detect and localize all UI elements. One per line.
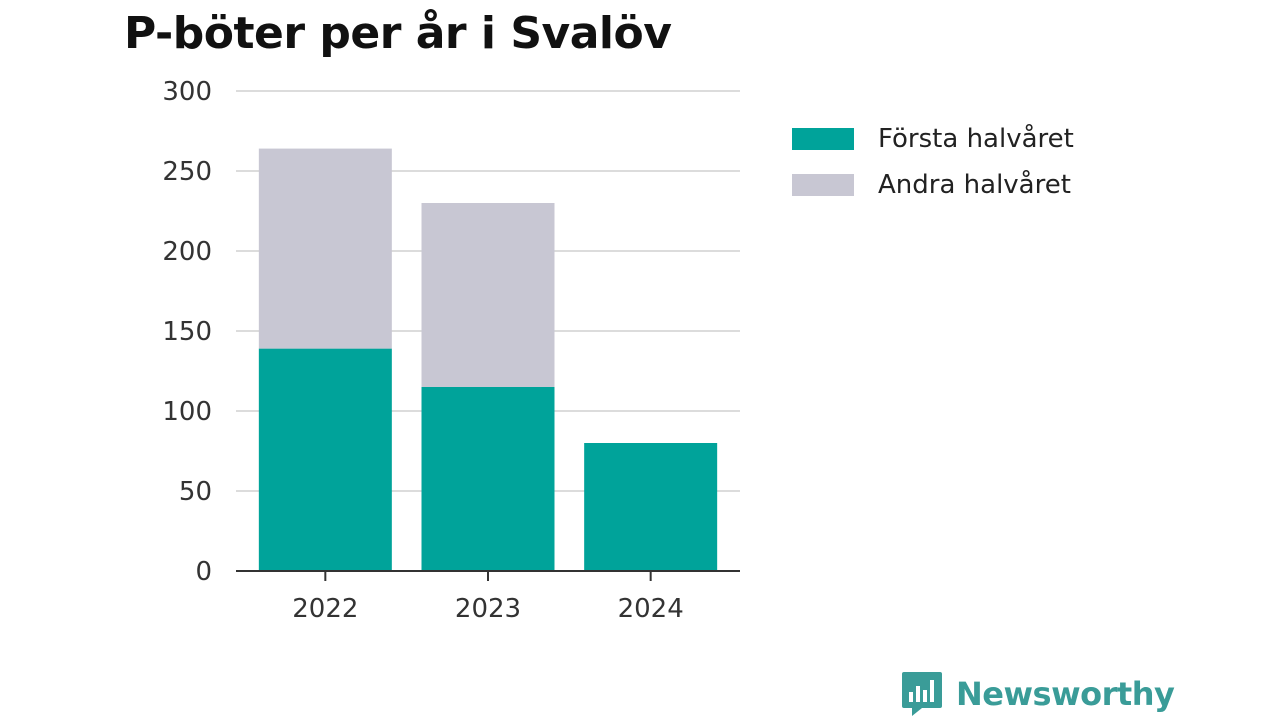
bar-2024-series-0 [584,443,718,571]
x-tick-label-2023: 2023 [455,594,521,624]
bar-2022-series-1 [258,148,392,349]
y-tick-label-0: 0 [195,557,212,587]
legend-label-forsta: Första halvåret [878,124,1074,154]
bars [258,148,718,571]
legend-item-forsta-halvaret: Första halvåret [792,116,1074,162]
legend-swatch-andra [792,174,854,196]
y-tick-label-50: 50 [179,477,212,507]
legend: Första halvåret Andra halvåret [792,116,1074,208]
brand-name: Newsworthy [956,675,1175,713]
y-axis-ticks: 0 50 100 150 200 250 300 [162,77,212,587]
legend-swatch-forsta [792,128,854,150]
x-tick-label-2022: 2022 [292,594,358,624]
y-tick-label-200: 200 [162,237,212,267]
bar-2022-series-0 [258,348,392,571]
bar-2023-series-1 [421,203,555,387]
legend-label-andra: Andra halvåret [878,170,1071,200]
brand-logo: Newsworthy [900,670,1175,718]
bar-2023-series-0 [421,387,555,571]
x-tick-label-2024: 2024 [618,594,684,624]
legend-item-andra-halvaret: Andra halvåret [792,162,1074,208]
chart-title: P-böter per år i Svalöv [124,8,672,59]
y-tick-label-150: 150 [162,317,212,347]
y-tick-label-100: 100 [162,397,212,427]
x-axis: 2022 2023 2024 [236,570,740,624]
newsworthy-logo-icon [902,672,942,716]
y-tick-label-250: 250 [162,157,212,187]
y-tick-label-300: 300 [162,77,212,107]
